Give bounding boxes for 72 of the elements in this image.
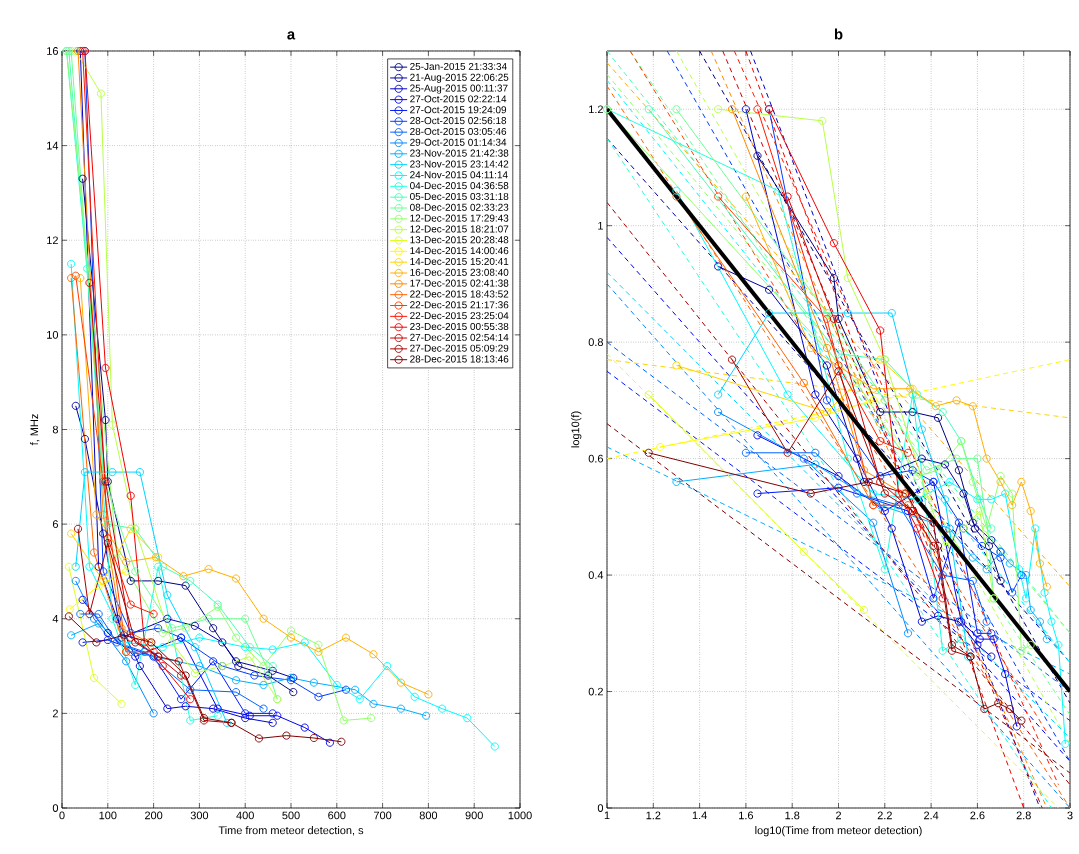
legend-label: 17-Dec-2015 02:41:38 <box>410 279 509 287</box>
x-axis-title: log10(Time from meteor detection) <box>755 826 922 837</box>
x-tick-label: 0 <box>59 811 65 820</box>
legend-label: 27-Oct-2015 02:22:14 <box>410 95 507 103</box>
y-tick-label: 0.2 <box>588 687 603 696</box>
x-tick-label: 1 <box>604 811 610 820</box>
x-axis-title: Time from meteor detection, s <box>218 826 364 836</box>
y-tick-label: 1.2 <box>589 105 603 114</box>
y-tick-label: 0.8 <box>588 338 603 347</box>
y-tick-label: 0.6 <box>588 454 603 463</box>
legend-label: 14-Dec-2015 14:00:46 <box>410 247 509 255</box>
x-tick-label: 3 <box>1067 811 1073 820</box>
x-tick-label: 2.4 <box>924 811 939 820</box>
legend-label: 05-Dec-2015 03:31:18 <box>410 192 509 200</box>
legend-label: 12-Dec-2015 18:21:07 <box>410 225 509 233</box>
y-tick-label: 8 <box>52 425 58 434</box>
x-tick-label: 300 <box>190 811 209 820</box>
legend-label: 22-Dec-2015 18:43:52 <box>410 290 509 298</box>
y-tick-label: 12 <box>47 236 58 245</box>
legend-label: 29-Oct-2015 01:14:34 <box>410 138 507 146</box>
x-tick-label: 2 <box>836 811 842 820</box>
y-tick-label: 1 <box>598 221 603 230</box>
y-tick-label: 0 <box>52 804 59 812</box>
legend-label: 24-Nov-2015 04:11:14 <box>410 171 508 179</box>
legend-label: 28-Oct-2015 02:56:18 <box>410 117 507 125</box>
legend-label: 25-Jan-2015 21:33:34 <box>410 62 507 70</box>
legend-label: 08-Dec-2015 02:33:23 <box>410 203 509 211</box>
legend-label: 25-Aug-2015 00:11:37 <box>410 84 508 94</box>
x-tick-label: 1.8 <box>785 811 800 820</box>
legend-label: 28-Oct-2015 03:05:46 <box>410 127 507 135</box>
legend-label: 14-Dec-2015 15:20:41 <box>410 257 509 265</box>
y-tick-label: 2 <box>52 709 58 718</box>
legend-label: 12-Dec-2015 17:29:43 <box>410 214 509 222</box>
legend-label: 27-Dec-2015 02:54:14 <box>410 333 509 341</box>
x-tick-label: 400 <box>236 811 254 820</box>
legend-label: 23-Nov-2015 21:42:38 <box>410 149 509 157</box>
x-tick-label: 800 <box>419 811 438 820</box>
legend-label: 28-Dec-2015 18:13:46 <box>410 355 509 363</box>
legend-label: 13-Dec-2015 20:28:48 <box>410 236 509 244</box>
chart-title: a <box>287 31 296 40</box>
x-tick-label: 2.8 <box>1016 811 1031 820</box>
x-tick-label: 1.6 <box>739 811 754 820</box>
y-tick-label: 0.4 <box>588 571 604 579</box>
x-tick-label: 200 <box>145 811 163 820</box>
x-tick-label: 2.2 <box>877 811 892 820</box>
y-tick-label: 4 <box>52 614 59 623</box>
legend-label: 22-Dec-2015 21:17:36 <box>410 301 509 309</box>
legend-label: 22-Dec-2015 23:25:04 <box>410 312 509 320</box>
y-axis-title: log10(f) <box>571 411 582 448</box>
y-tick-label: 6 <box>52 520 58 528</box>
legend-label: 16-Dec-2015 23:08:40 <box>410 268 509 276</box>
y-tick-label: 10 <box>47 331 59 339</box>
x-tick-label: 1000 <box>508 811 532 820</box>
legend-label: 23-Nov-2015 23:14:42 <box>410 160 509 168</box>
legend-label: 23-Dec-2015 00:55:38 <box>410 322 509 331</box>
x-tick-label: 900 <box>465 811 483 820</box>
y-tick-label: 0 <box>597 804 604 812</box>
x-tick-label: 500 <box>282 811 300 820</box>
x-tick-label: 600 <box>328 811 346 820</box>
chart-title: b <box>834 28 843 40</box>
legend-label: 27-Dec-2015 05:09:29 <box>410 344 509 352</box>
legend-label: 04-Dec-2015 04:36:58 <box>410 182 509 190</box>
y-tick-label: 14 <box>47 141 59 150</box>
x-tick-label: 2.6 <box>970 811 985 820</box>
x-tick-label: 1.4 <box>692 811 707 820</box>
x-tick-label: 700 <box>374 811 392 820</box>
x-tick-label: 1.2 <box>646 811 661 820</box>
y-axis-title: f, MHz <box>30 414 40 446</box>
legend-label: 21-Aug-2015 22:06:25 <box>410 73 509 83</box>
legend-label: 27-Oct-2015 19:24:09 <box>410 106 507 114</box>
y-tick-label: 16 <box>47 47 58 55</box>
x-tick-label: 100 <box>99 811 117 820</box>
